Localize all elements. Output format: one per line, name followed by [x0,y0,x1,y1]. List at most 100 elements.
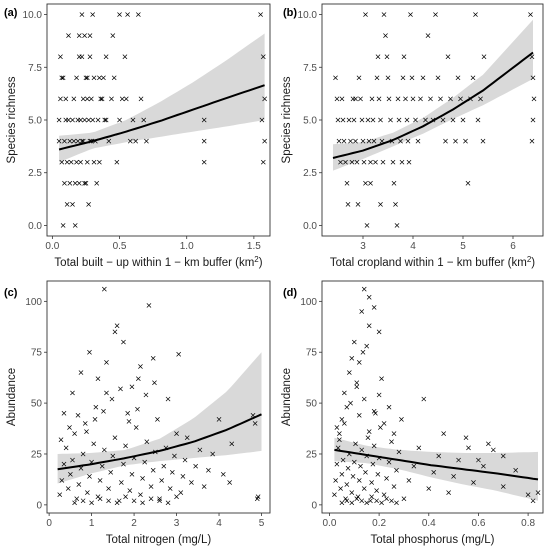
data-point [82,33,87,38]
data-point [216,417,222,422]
data-point [436,453,442,459]
confidence-band [57,352,262,484]
data-point [339,471,345,477]
data-point [425,33,431,38]
data-point [129,384,135,390]
data-point [125,410,131,416]
data-point [433,12,438,17]
data-point [126,419,132,424]
data-point [349,159,355,165]
data-point [152,380,157,386]
data-point [70,390,75,396]
data-point [348,138,353,144]
data-point [138,364,143,369]
data-point [161,463,167,469]
data-point [358,96,363,102]
data-point [334,425,340,430]
data-point [144,439,150,445]
data-point [389,439,394,445]
data-point [59,478,65,483]
data-point [359,117,365,123]
x-axis-title-main: Total phosphorus (mg/L) [370,534,494,546]
data-point [480,138,486,144]
y-tick-label: 50 [31,399,43,410]
data-point [383,33,388,38]
scatter-points [332,286,541,506]
data-point [95,117,101,123]
y-tick-label: 7.5 [28,63,42,74]
data-point [101,408,106,414]
y-tick-label: 25 [31,449,43,460]
data-point [406,159,412,165]
data-point [364,223,370,228]
data-point [155,417,160,422]
data-point [150,355,156,361]
y-tick-label: 100 [300,297,317,308]
data-point [403,96,408,102]
panel-d: 0.0 0.2 0.4 0.6 0.8 0 25 50 75 100 Total phosphoru… [281,280,544,546]
data-point [58,96,63,102]
data-point [421,396,427,402]
data-point [84,159,90,165]
data-point [368,498,373,504]
data-point [89,500,94,506]
data-point [371,443,377,449]
data-point [68,159,74,165]
data-point [339,417,345,422]
data-point [157,498,162,504]
data-point [141,117,147,123]
fitted-curve [58,84,265,151]
data-point [76,33,82,38]
data-point [106,138,112,144]
data-point [75,412,81,418]
data-point [93,404,99,410]
data-point [373,159,378,165]
data-point [133,425,139,430]
x-tick-label: 0 [46,518,52,529]
data-point [344,498,350,504]
data-point [138,96,144,102]
data-point [78,370,84,375]
data-point [463,435,469,441]
data-point [348,400,353,406]
x-axis-title-main: Total cropland within 1 − km buffer (km [330,257,527,269]
data-point [97,75,102,81]
data-point [63,445,69,451]
data-point [82,180,87,186]
x-axis-title-main: Total nitrogen (mg/L) [106,534,212,546]
data-point [420,75,426,81]
data-point [431,469,437,475]
data-point [84,75,90,81]
data-point [67,138,73,144]
data-point [201,159,207,165]
data-point [441,431,447,436]
data-point [378,202,383,207]
data-point [91,441,97,447]
data-point [356,478,362,483]
data-point [351,339,357,345]
data-point [110,453,116,459]
data-point [63,96,69,102]
data-point [340,457,346,463]
data-point [260,159,266,165]
data-point [391,180,397,186]
data-point [255,494,261,500]
data-point [189,480,194,485]
confidence-band [333,19,533,171]
data-point [130,117,136,123]
data-point [351,117,357,123]
data-point [404,117,410,123]
data-point [394,467,399,473]
data-point [90,12,96,17]
data-point [87,474,92,479]
data-point [360,138,366,144]
data-point [103,54,109,60]
x-tick-label: 4 [216,518,222,529]
data-point [131,498,137,504]
x-tick-label: 3 [360,241,366,252]
data-point [91,159,97,165]
panel-label: (d) [283,287,297,299]
x-tick-label: 1 [89,518,95,529]
data-point [338,486,343,491]
data-point [365,435,371,441]
